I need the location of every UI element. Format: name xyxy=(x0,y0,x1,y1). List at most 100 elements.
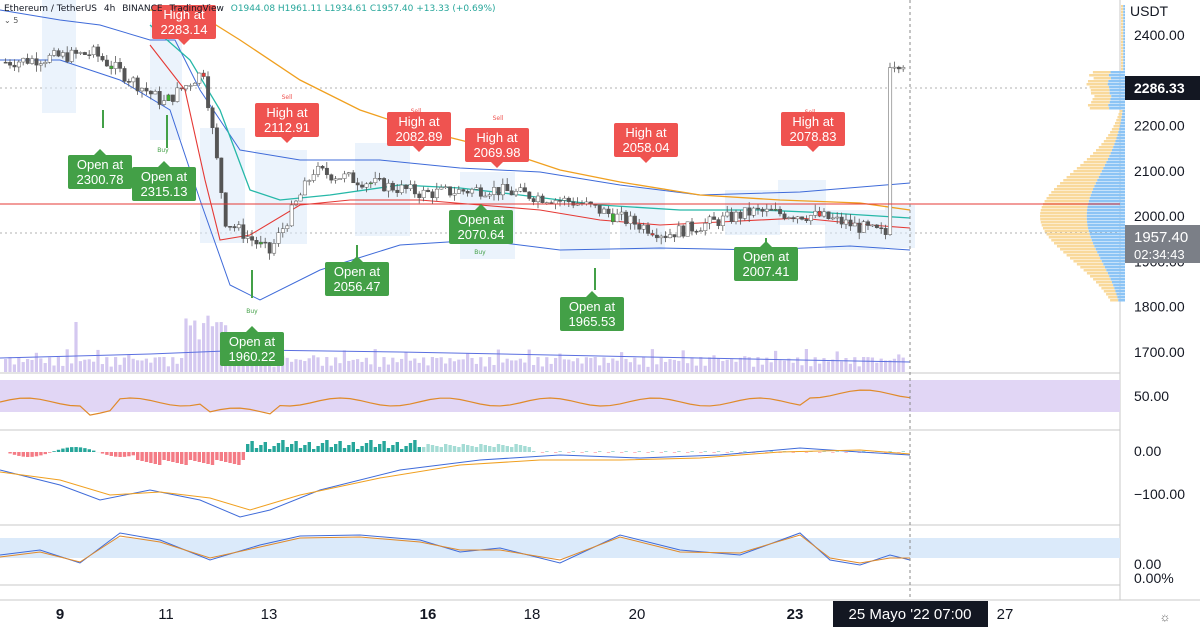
profile-bar xyxy=(1087,83,1108,86)
annotation-high: High at2078.83 xyxy=(781,112,845,152)
candle-body xyxy=(629,216,632,224)
volume-bar xyxy=(154,358,157,372)
candle-body xyxy=(734,212,737,222)
indicator-toggle[interactable]: ⌄ 5 xyxy=(4,16,18,25)
volume-bar xyxy=(167,366,170,372)
volume-bar xyxy=(528,350,531,372)
profile-bar xyxy=(1121,8,1123,11)
macd-histogram-bar xyxy=(686,452,689,453)
volume-bar xyxy=(66,349,69,372)
macd-histogram-bar xyxy=(48,452,51,453)
profile-bar xyxy=(1060,182,1096,185)
volume-bar xyxy=(708,357,711,372)
candle-body xyxy=(470,189,473,193)
candle-body xyxy=(668,235,671,238)
candle-body xyxy=(844,220,847,224)
volume-bar xyxy=(580,364,583,372)
volume-bar xyxy=(272,367,275,372)
macd-histogram-bar xyxy=(39,452,42,455)
volume-bar xyxy=(734,362,737,372)
profile-bar xyxy=(1102,260,1125,263)
candle-body xyxy=(422,190,425,198)
profile-bar xyxy=(1045,200,1089,203)
macd-histogram-bar xyxy=(818,452,821,453)
candle-body xyxy=(299,195,302,201)
profile-bar xyxy=(1118,299,1125,302)
profile-bar xyxy=(1121,68,1123,71)
profile-bar xyxy=(1109,86,1125,89)
macd-histogram-bar xyxy=(369,440,372,452)
macd-histogram-bar xyxy=(171,452,174,462)
profile-bar xyxy=(1113,146,1125,149)
volume-bar xyxy=(699,357,702,372)
volume-bar xyxy=(897,354,900,372)
candle-body xyxy=(440,187,443,189)
annotation-value: 2069.98 xyxy=(474,145,521,160)
volume-bar xyxy=(35,353,38,372)
volume-bar xyxy=(4,359,7,372)
macd-histogram-bar xyxy=(334,444,337,452)
profile-bar xyxy=(1049,236,1091,239)
candle-body xyxy=(352,173,355,183)
volume-bar xyxy=(409,361,412,372)
macd-histogram-bar xyxy=(215,452,218,460)
candle-body xyxy=(871,225,874,226)
macd-histogram-bar xyxy=(206,452,209,464)
candle-body xyxy=(338,179,341,180)
profile-bar xyxy=(1119,128,1125,131)
macd-histogram-bar xyxy=(475,447,478,452)
candle-body xyxy=(404,185,407,189)
volume-bar xyxy=(475,364,478,372)
volume-bar xyxy=(347,361,350,372)
macd-histogram-bar xyxy=(294,441,297,452)
candle-body xyxy=(167,95,170,101)
rsi-axis-tick: 50.00 xyxy=(1134,388,1169,404)
profile-bar xyxy=(1121,23,1123,26)
candle-body xyxy=(400,185,403,193)
candle-body xyxy=(655,235,658,238)
candle-body xyxy=(506,184,509,190)
profile-bar xyxy=(1067,254,1099,257)
volume-bar xyxy=(673,360,676,372)
candle-body xyxy=(303,181,306,195)
volume-bar xyxy=(783,361,786,372)
candle-body xyxy=(611,214,614,222)
volume-bar xyxy=(118,365,121,372)
profile-bar xyxy=(1121,11,1123,14)
candle-body xyxy=(748,208,751,215)
volume-bar xyxy=(338,363,341,372)
volume-bar xyxy=(431,357,434,372)
profile-bar xyxy=(1105,164,1125,167)
annotation-text: Open at xyxy=(458,212,505,227)
time-axis-label: 20 xyxy=(629,606,646,623)
profile-bar xyxy=(1121,62,1123,65)
profile-bar xyxy=(1096,182,1125,185)
profile-bar xyxy=(1123,17,1125,20)
volume-bar xyxy=(365,358,368,372)
macd-histogram-bar xyxy=(831,452,834,453)
interval[interactable]: 4h xyxy=(104,4,115,14)
macd-histogram-bar xyxy=(44,452,47,454)
profile-bar xyxy=(1084,161,1107,164)
signal-sell: Sell xyxy=(493,115,504,122)
macd-histogram-bar xyxy=(717,451,720,452)
macd-histogram-bar xyxy=(585,451,588,452)
candle-body xyxy=(624,212,627,224)
candle-body xyxy=(206,77,209,108)
volume-bar xyxy=(514,360,517,372)
candle-body xyxy=(312,174,315,180)
macd-histogram-bar xyxy=(158,452,161,465)
indicator-count: 5 xyxy=(13,16,18,25)
profile-bar xyxy=(1070,173,1100,176)
profile-bar xyxy=(1110,92,1125,95)
candle-body xyxy=(22,58,25,62)
profile-bar xyxy=(1108,80,1125,83)
volume-bar xyxy=(642,357,645,372)
volume-bar xyxy=(176,364,179,372)
macd-histogram-bar xyxy=(532,451,535,452)
macd-histogram-bar xyxy=(290,444,293,452)
profile-bar xyxy=(1088,224,1125,227)
symbol-name[interactable]: Ethereum / TetherUS xyxy=(4,4,97,14)
profile-bar xyxy=(1087,272,1108,275)
